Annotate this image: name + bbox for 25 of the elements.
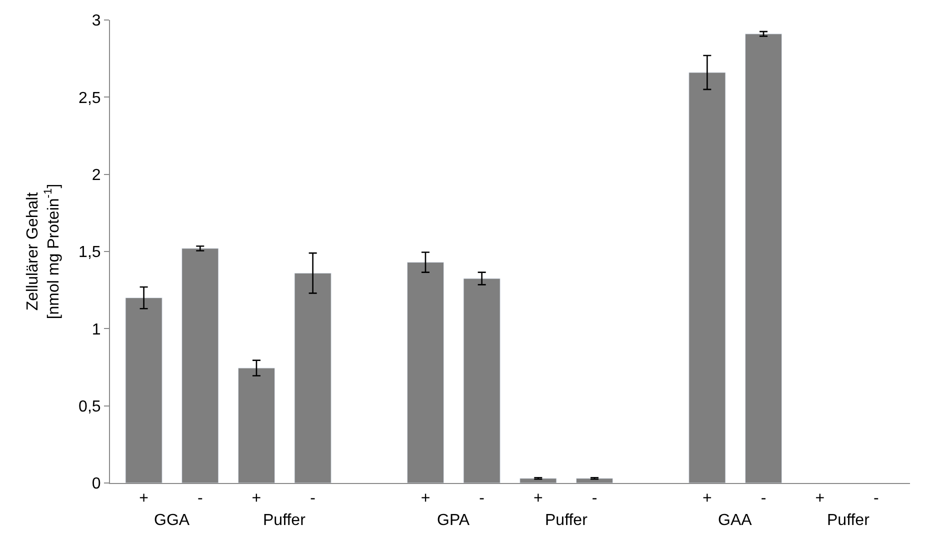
- x-tick-label: +: [702, 490, 712, 508]
- x-tick-label: +: [420, 490, 430, 508]
- x-tick-label: -: [310, 490, 316, 508]
- x-tick-label: -: [874, 490, 879, 508]
- x-tick-label: +: [534, 490, 543, 508]
- y-tick-label: 1: [92, 321, 101, 338]
- y-tick-label: 3: [92, 12, 101, 30]
- y-tick-label: 0,5: [78, 398, 101, 416]
- y-tick-label: 1,5: [78, 244, 101, 262]
- text: Puffer: [263, 512, 306, 529]
- text: GGA: [154, 512, 190, 529]
- text: Puffer: [545, 512, 588, 529]
- y-tick-label: 2,5: [78, 90, 101, 107]
- y-tick-label: 0: [92, 476, 101, 493]
- x-tick-label: -: [760, 490, 766, 508]
- x-tick-label: -: [479, 490, 484, 508]
- x-tick-label: +: [139, 490, 148, 508]
- y-tick-label: 2: [92, 166, 101, 184]
- x-tick-label: +: [815, 490, 825, 508]
- text: GPA: [437, 512, 470, 529]
- x-tick-label: +: [252, 490, 262, 508]
- text: Puffer: [827, 512, 870, 529]
- text: GAA: [718, 512, 752, 529]
- x-tick-label: -: [592, 490, 598, 508]
- x-tick-label: -: [197, 490, 203, 508]
